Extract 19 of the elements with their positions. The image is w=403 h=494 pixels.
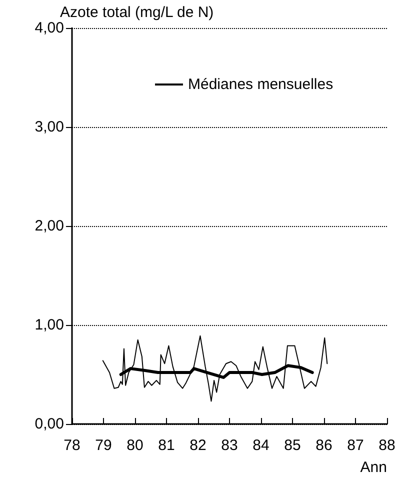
y-tick-label: 4,00	[34, 20, 64, 36]
x-tick-label: 81	[158, 437, 175, 454]
x-tick-label: 84	[252, 437, 270, 454]
y-tick-label: 2,00	[34, 218, 64, 234]
y-tick-label: 1,00	[34, 316, 64, 334]
x-tick-label: 88	[378, 437, 396, 454]
x-tick-label: 87	[347, 437, 364, 454]
x-tick-label: 86	[316, 437, 332, 454]
y-tick-label: 3,00	[34, 118, 64, 136]
x-tick-label: 78	[64, 437, 80, 454]
legend-label: Médianes mensuelles	[188, 76, 334, 93]
x-tick-label: 80	[126, 437, 144, 454]
y-tick-label: 0,00	[34, 416, 64, 432]
x-tick-label: 83	[221, 437, 238, 454]
x-tick-label: 79	[95, 437, 112, 454]
y-axis-title: Azote total (mg/L de N)	[60, 4, 214, 21]
x-tick-label: 85	[284, 437, 301, 454]
x-axis-title: Ann	[360, 459, 387, 476]
x-tick-label: 82	[190, 437, 206, 454]
